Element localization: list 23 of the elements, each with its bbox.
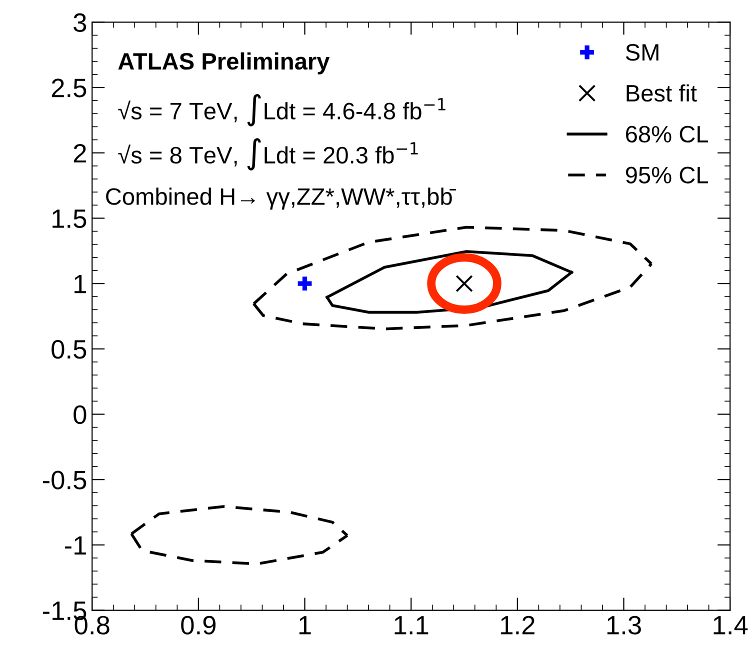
x-tick-label: 0.9: [181, 616, 216, 635]
x-tick-label: 1.2: [501, 616, 534, 634]
legend-label: 95% CL: [626, 166, 708, 184]
y-tick-label: 3: [74, 13, 86, 32]
annotation: ATLAS Preliminary: [118, 52, 330, 74]
annotation: √s = 7 TeV, ∫Ldt = 4.6-4.8 fb$^{−1}$: [118, 94, 446, 126]
x-tick-label: 1.3: [607, 616, 641, 635]
y-tick-label: 0.5: [52, 340, 86, 359]
legend-label: SM: [626, 44, 658, 61]
annotation: √s = 8 TeV, ∫Ldt = 20.3 fb$^{−1}$: [118, 138, 418, 170]
y-tick-label: 0: [74, 405, 86, 424]
legend-label: 68% CL: [626, 126, 708, 143]
y-tick-label: 2: [74, 144, 86, 162]
y-tick-label: 1.5: [52, 210, 86, 228]
x-tick-label: 1.1: [394, 616, 428, 634]
y-tick-label: 2.5: [52, 78, 86, 98]
y-tick-label: 1: [74, 274, 86, 294]
y-tick-label: -1: [64, 536, 86, 554]
x-tick-label: 1.4: [714, 616, 748, 634]
y-tick-label: -0.5: [42, 470, 86, 490]
annotation: Combined H→ γγ,ZZ*,WW*,ττ,bb̄: [106, 188, 456, 210]
legend-label: Best fit: [626, 84, 697, 102]
x-tick-label: 1: [299, 616, 311, 634]
